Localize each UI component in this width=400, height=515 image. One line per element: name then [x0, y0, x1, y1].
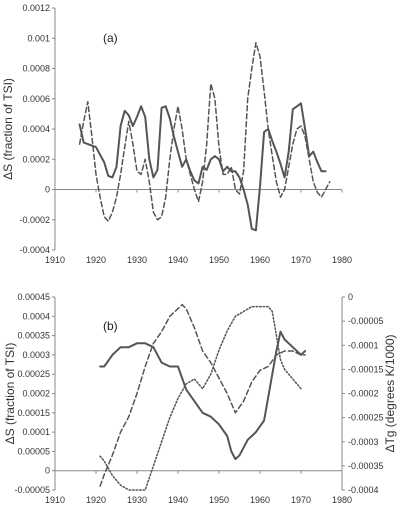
x-tick-label: 1950 [209, 255, 229, 265]
y-axis-title: ΔS (fraction of TSI) [1, 78, 15, 180]
series-dashed-line [78, 42, 331, 223]
y-tick-label: 0.0002 [22, 154, 50, 164]
x-tick-label: 1930 [127, 255, 147, 265]
y-tick-label: 0.00005 [17, 446, 50, 456]
x-tick-label: 1920 [86, 255, 106, 265]
y2-tick-label: -0.00005 [348, 316, 384, 326]
y-tick-label: 0 [45, 185, 50, 195]
y-tick-label: 0.0001 [22, 427, 50, 437]
series-dotted-line [99, 305, 302, 491]
panel-label: (b) [103, 319, 118, 333]
x-tick-label: 1940 [168, 255, 188, 265]
y2-tick-label: -0.00025 [348, 413, 384, 423]
series-dashed-line [99, 303, 306, 487]
x-tick-label: 1910 [45, 255, 65, 265]
y-tick-label: 0.0004 [22, 124, 50, 134]
x-tick-label: 1980 [332, 255, 352, 265]
y-tick-label: 0.00025 [17, 369, 50, 379]
x-tick-label: 1930 [127, 495, 147, 505]
y2-tick-label: -0.0003 [348, 437, 379, 447]
x-tick-label: 1960 [250, 255, 270, 265]
y2-tick-label: -0.00015 [348, 364, 384, 374]
y2-tick-label: -0.0004 [348, 485, 379, 495]
y-tick-label: 0.0002 [22, 389, 50, 399]
y-tick-label: 0.00015 [17, 408, 50, 418]
y-tick-label: -0.00005 [14, 485, 50, 495]
y-tick-label: 0.0006 [22, 94, 50, 104]
panel-label: (a) [103, 31, 118, 45]
y-axis-title: ΔS (fraction of TSI) [3, 343, 17, 445]
y-tick-label: 0.0008 [22, 64, 50, 74]
y-tick-label: 0.0012 [22, 3, 50, 13]
x-tick-label: 1970 [291, 255, 311, 265]
y2-tick-label: -0.00035 [348, 461, 384, 471]
panel-b-chart: -0.00005 0 0.00005 0.0001 0.00015 0.0002 0.000… [3, 292, 397, 505]
y-tick-label: 0.00045 [17, 292, 50, 302]
panel-a-chart: -0.0004 -0.0002 0 0.0002 0.0004 0.0006 0.0008 0… [1, 3, 352, 265]
y-tick-label: -0.0002 [19, 215, 50, 225]
series-solid-line [78, 102, 327, 232]
series-solid-line [99, 330, 307, 461]
y2-axis-title: ΔTg (degrees K/1000) [383, 334, 397, 452]
y-tick-label: 0.00035 [17, 331, 50, 341]
y-tick-label: 0.001 [27, 33, 50, 43]
y-tick-label: -0.0004 [19, 245, 50, 255]
x-tick-label: 1960 [250, 495, 270, 505]
x-tick-label: 1950 [209, 495, 229, 505]
y2-tick-label: 0 [348, 292, 353, 302]
y-tick-label: 0.0003 [22, 350, 50, 360]
y-tick-label: 0 [45, 466, 50, 476]
y-tick-label: 0.0004 [22, 311, 50, 321]
x-tick-label: 1970 [291, 495, 311, 505]
y2-tick-label: -0.0002 [348, 389, 379, 399]
x-tick-label: 1920 [86, 495, 106, 505]
x-tick-label: 1980 [332, 495, 352, 505]
x-tick-label: 1940 [168, 495, 188, 505]
y2-tick-label: -0.0001 [348, 340, 379, 350]
x-tick-label: 1910 [45, 495, 65, 505]
